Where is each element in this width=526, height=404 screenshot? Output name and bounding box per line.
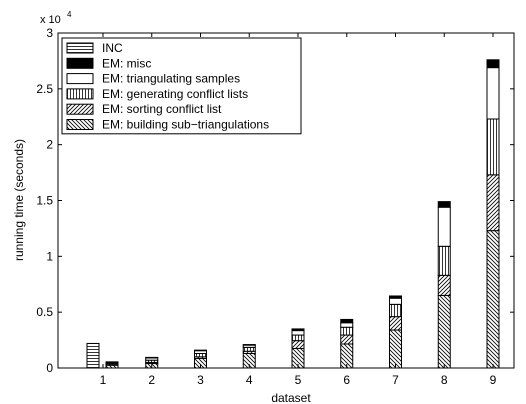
legend-label: EM: triangulating samples	[102, 72, 240, 86]
bar-segment-em-1	[340, 334, 354, 345]
y-tick-label: 0.5	[36, 305, 53, 319]
x-tick-label: 1	[100, 373, 107, 387]
bar-segment-em-4	[242, 344, 256, 346]
bar-segment-em-1	[389, 316, 402, 331]
bar-segment-em-4	[105, 361, 119, 363]
y-axis-label: running time (seconds)	[12, 139, 26, 261]
bar-segment-em-0	[389, 329, 402, 369]
y-tick-label: 2	[46, 138, 53, 152]
legend-swatch	[66, 73, 94, 85]
legend-label: EM: generating conflict lists	[102, 87, 248, 101]
x-tick-label: 7	[392, 373, 399, 387]
bar-segment-em-4	[486, 59, 500, 69]
bar-segment-em-2	[437, 245, 451, 276]
legend-swatch	[66, 119, 94, 130]
axes-group: 0 0.5 1 1.5 2 2.5 3 1 2 3 4 5 6 7 8 9	[36, 26, 514, 387]
legend-label: EM: building sub−triangulations	[102, 118, 269, 132]
bar-segment-em-4	[145, 356, 159, 359]
bar-segment-em-3	[437, 206, 451, 247]
y-tick-label: 1	[46, 249, 53, 263]
bar-segment-em-2	[242, 346, 256, 352]
bar-segment-em-0	[486, 230, 500, 369]
x-tick-label: 6	[343, 373, 350, 387]
bar-segment-em-3	[389, 297, 402, 305]
legend-label: EM: misc	[102, 56, 151, 70]
y-multiplier-label: x 10	[40, 14, 61, 26]
bar-segment-em-2	[194, 352, 207, 358]
x-tick-label: 9	[490, 373, 497, 387]
legend-swatch	[66, 42, 94, 54]
y-tick-label: 3	[46, 26, 53, 40]
bar-segment-em-1	[291, 340, 305, 349]
legend-label: EM: sorting conflict list	[102, 102, 222, 116]
bar-segment-em-2	[389, 303, 402, 318]
bar-segment-em-4	[437, 201, 451, 208]
legend-swatch	[66, 57, 94, 69]
bar-segment-em-4	[291, 328, 305, 332]
bar-segment-em-4	[340, 318, 354, 324]
bar-segment-em-4	[389, 295, 402, 299]
bar-segment-em-3	[486, 67, 500, 120]
legend-swatch	[66, 88, 94, 100]
bar-segment-em-0	[437, 294, 451, 369]
x-tick-label: 5	[295, 373, 302, 387]
bar-segment-em-3	[291, 330, 305, 336]
y-tick-label: 1.5	[36, 194, 53, 208]
x-tick-label: 2	[148, 373, 155, 387]
bar-segment-em-2	[291, 334, 305, 342]
bar-segment-em-3	[340, 322, 354, 328]
bars-group	[86, 59, 500, 369]
legend-box	[61, 37, 302, 135]
bar-segment-em-2	[340, 326, 354, 336]
bar-segment-em-2	[486, 118, 500, 176]
y-tick-label: 0	[46, 361, 53, 375]
x-tick-label: 8	[441, 373, 448, 387]
x-tick-label: 4	[246, 373, 253, 387]
legend-label: INC	[102, 41, 123, 55]
bar-segment-em-4	[194, 349, 207, 352]
y-tick-label: 2.5	[36, 82, 53, 96]
x-axis-label: dataset	[271, 391, 311, 404]
legend-swatch	[66, 103, 94, 115]
x-tick-label: 3	[197, 373, 204, 387]
bar-segment-em-1	[486, 174, 500, 232]
bar-segment-em-1	[437, 274, 451, 296]
bar-segment-inc	[86, 342, 100, 369]
y-multiplier-exponent: 4	[67, 10, 72, 19]
